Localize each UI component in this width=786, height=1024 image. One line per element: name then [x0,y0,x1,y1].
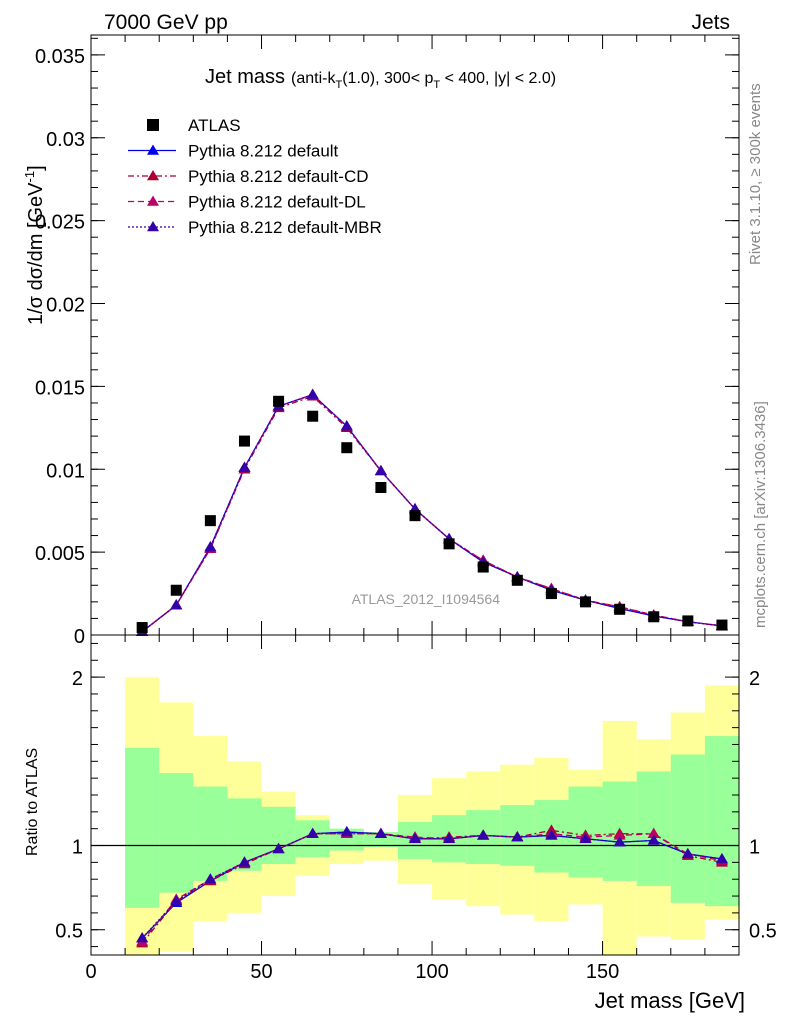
ratio-marker [545,829,558,840]
legend-marker [147,195,159,206]
data-point [443,538,455,550]
series-marker [238,461,251,472]
legend-label: ATLAS [188,116,241,135]
data-point [409,510,421,522]
rivet-label: Rivet 3.1.10, ≥ 300k events [747,83,764,265]
series-marker [170,599,183,610]
legend-marker [147,144,159,155]
y-tick-label: 0 [74,626,85,648]
series-line [141,393,723,633]
uncertainty-band-inner [125,747,160,908]
lower-frame [90,634,740,956]
ratio-marker [715,853,728,864]
data-point [682,615,694,627]
legend-label: Pythia 8.212 default-MBR [188,218,382,237]
series-marker [204,541,217,552]
data-point [375,481,387,493]
data-point [614,603,626,615]
y-tick-label: 2 [72,668,83,690]
y-tick-label: 0.035 [35,46,85,68]
series-marker [306,388,319,399]
ratio-marker [374,827,387,838]
ratio-marker [443,832,456,843]
upper-ylabel: 1/σ dσ/dm [GeV-1] [22,165,47,325]
ratio-marker [409,832,421,843]
y-tick-label: 0.005 [35,543,85,565]
data-point [477,561,489,573]
ratio-marker [647,827,660,838]
x-tick-label: 0 [85,961,96,983]
data-point [648,611,660,623]
uncertainty-band-inner [363,832,398,848]
legend-marker [147,221,159,232]
ratio-marker [238,856,251,867]
y-tick-label: 0.025 [35,212,85,234]
y-tick-label-right: 2 [749,668,760,690]
legend: ATLAS Pythia 8.212 default Pythia 8.212 de… [128,116,382,237]
data-point [170,584,182,596]
ratio-marker [613,829,626,840]
x-tick-label: 50 [250,961,272,983]
y-tick-label-right: 0.5 [749,921,777,943]
y-tick-label: 0.03 [46,129,85,151]
uncertainty-band-inner [261,806,296,865]
ratio-marker [306,827,319,838]
upper-plot: 0 0.005 0.01 0.015 0.02 0.025 0.03 0.035 [35,35,740,648]
data-point [545,588,557,600]
y-tick-label: 1 [72,837,83,859]
x-axis-title: Jet mass [GeV] [595,988,745,1013]
plot-title: Jet mass (anti-kT(1.0), 300< pT < 400, |y… [205,66,556,91]
y-tick-label: 0.5 [55,921,83,943]
data-point [273,395,285,407]
ratio-marker [340,826,353,837]
uncertainty-band-inner [193,786,228,881]
ratio-marker [681,847,694,859]
ratio-marker [579,832,592,843]
header-right: Jets [691,11,730,34]
legend-marker [147,170,159,181]
legend-label: Pythia 8.212 default-CD [188,167,369,186]
ratio-line [141,831,723,939]
x-tick-label: 150 [586,961,619,983]
y-tick-label: 0.01 [46,460,85,482]
analysis-id: ATLAS_2012_I1094564 [352,591,501,607]
data-point [307,410,319,422]
uncertainty-band-inner [670,754,705,903]
series-marker [340,420,353,431]
data-point [511,574,523,586]
mcplots-label: mcplots.cern.ch [arXiv:1306.3436] [752,401,769,628]
uncertainty-band-inner [704,736,739,907]
ratio-marker [170,895,183,906]
legend-marker [147,119,159,131]
uncertainty-band-inner [159,773,194,893]
legend-label: Pythia 8.212 default [188,142,339,161]
y-tick-label-right: 1 [749,837,760,859]
ratio-marker [477,829,490,840]
ratio-marker [613,836,626,847]
data-point [136,622,148,634]
data-point [580,596,592,608]
data-point [204,515,216,527]
data-point [716,619,728,631]
y-tick-label: 0.02 [46,295,85,317]
legend-label: Pythia 8.212 default-DL [188,193,366,212]
x-tick-label: 100 [415,961,448,983]
ratio-marker [204,873,217,884]
y-tick-label: 0.015 [35,377,85,399]
ratio-marker [136,932,149,943]
series-marker [374,464,387,476]
data-point [341,442,353,454]
ratio-marker [647,834,660,845]
series-line [141,393,723,633]
ratio-marker [511,831,524,842]
ratio-plot: 0.5 0.5 1 1 2 2 0 50 100 150 [55,635,777,983]
data-point [238,435,250,447]
header-left: 7000 GeV pp [104,11,228,34]
ratio-line [141,833,723,942]
ratio-ylabel: Ratio to ATLAS [24,748,41,856]
ratio-marker [272,842,285,854]
